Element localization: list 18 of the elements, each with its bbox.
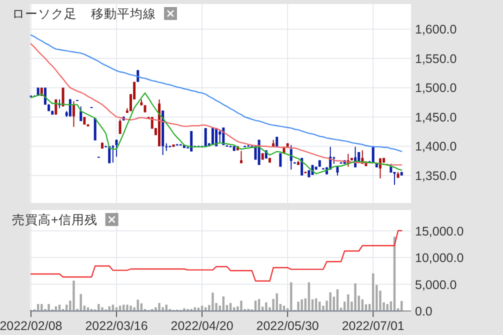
y-tick-label: 5,000.0	[415, 278, 457, 292]
chart-subtitle: 移動平均線	[91, 7, 156, 21]
x-tick-label: 2022/07/01	[342, 319, 404, 333]
y-tick-label: 10,000.0	[415, 251, 464, 266]
y-tick-label: 1,400.0	[415, 140, 457, 154]
y-tick-label: 1,450.0	[415, 110, 457, 124]
x-tick-label: 2022/05/30	[256, 319, 319, 333]
y-tick-label: 1,500.0	[415, 81, 457, 96]
y-tick-label: 0.0	[415, 304, 432, 318]
y-tick-label: 15,000.0	[415, 224, 464, 238]
chart-title: 売買高+信用残	[12, 212, 98, 227]
x-tick-label: 2022/04/20	[170, 319, 234, 333]
chart-title: ローソク足	[12, 7, 77, 21]
y-tick-label: 1,550.0	[415, 52, 457, 66]
x-tick-label: 2022/02/08	[0, 319, 62, 333]
y-tick-label: 1,350.0	[415, 168, 457, 183]
y-tick-label: 1,600.0	[415, 22, 457, 37]
x-tick-label: 2022/03/16	[85, 319, 148, 333]
